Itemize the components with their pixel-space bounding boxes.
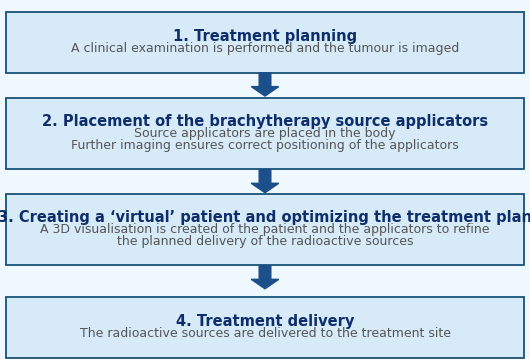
Text: 4. Treatment delivery: 4. Treatment delivery [176,314,354,329]
Text: A 3D visualisation is created of the patient and the applicators to refine: A 3D visualisation is created of the pat… [40,223,490,236]
Text: The radioactive sources are delivered to the treatment site: The radioactive sources are delivered to… [80,327,450,340]
FancyBboxPatch shape [6,297,524,358]
Text: 1. Treatment planning: 1. Treatment planning [173,29,357,44]
Text: 2. Placement of the brachytherapy source applicators: 2. Placement of the brachytherapy source… [42,115,488,129]
Polygon shape [251,73,279,96]
Text: the planned delivery of the radioactive sources: the planned delivery of the radioactive … [117,236,413,248]
FancyBboxPatch shape [6,195,524,265]
Text: Source applicators are placed in the body: Source applicators are placed in the bod… [134,127,396,140]
FancyBboxPatch shape [6,12,524,73]
Polygon shape [251,169,279,193]
Text: A clinical examination is performed and the tumour is imaged: A clinical examination is performed and … [71,42,459,55]
FancyBboxPatch shape [6,98,524,169]
Text: 3. Creating a ‘virtual’ patient and optimizing the treatment plan: 3. Creating a ‘virtual’ patient and opti… [0,210,530,225]
Text: Further imaging ensures correct positioning of the applicators: Further imaging ensures correct position… [71,139,459,152]
Polygon shape [251,265,279,289]
